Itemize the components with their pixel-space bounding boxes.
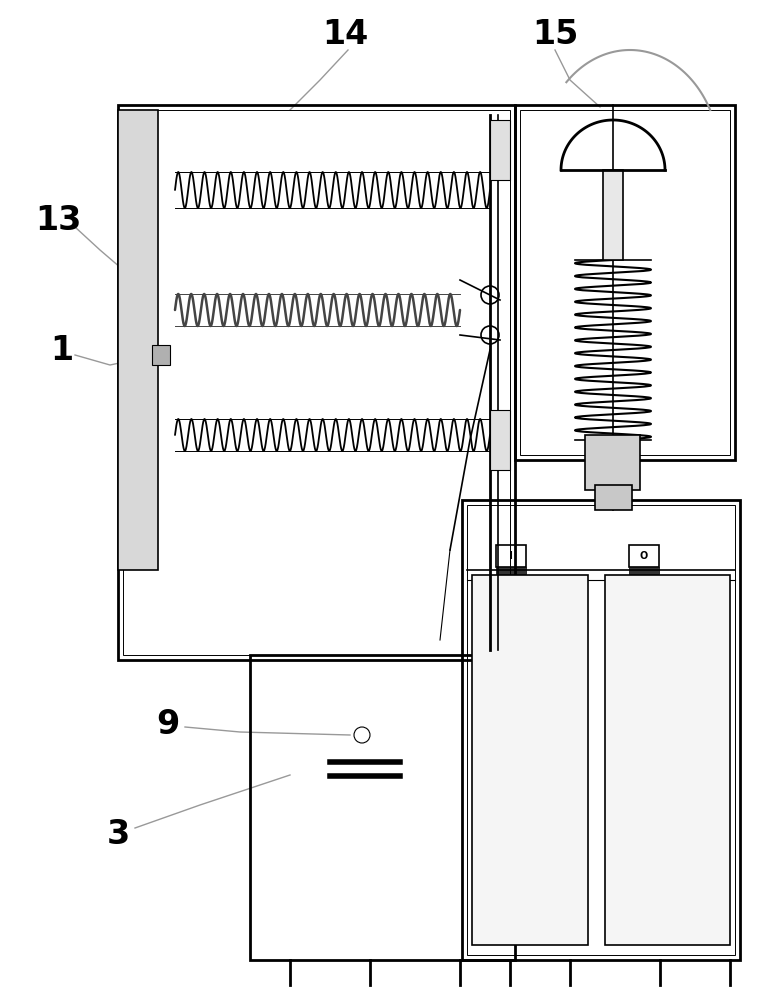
Bar bbox=[123, 110, 510, 655]
Text: I: I bbox=[509, 551, 513, 561]
Bar bbox=[480, 700, 525, 735]
Bar bbox=[487, 582, 525, 607]
Bar bbox=[612, 632, 660, 660]
Bar bbox=[629, 545, 659, 567]
Bar bbox=[467, 505, 735, 955]
Bar bbox=[585, 435, 640, 490]
Bar bbox=[480, 650, 525, 690]
Bar bbox=[510, 775, 532, 855]
Bar bbox=[496, 545, 526, 567]
Text: 14: 14 bbox=[322, 18, 368, 51]
Text: 1: 1 bbox=[50, 334, 74, 366]
Text: O: O bbox=[640, 551, 648, 561]
Bar bbox=[595, 485, 632, 510]
Bar bbox=[462, 500, 740, 960]
Bar bbox=[520, 110, 730, 455]
Bar bbox=[480, 835, 525, 870]
Bar bbox=[629, 567, 659, 574]
Bar bbox=[480, 785, 525, 825]
Bar bbox=[118, 110, 158, 570]
Bar bbox=[612, 800, 660, 835]
Bar bbox=[250, 655, 515, 960]
Text: 13: 13 bbox=[35, 204, 81, 236]
Bar bbox=[612, 752, 660, 790]
Bar bbox=[603, 170, 623, 260]
Bar bbox=[515, 105, 735, 460]
Bar bbox=[612, 667, 660, 695]
Text: 15: 15 bbox=[532, 18, 578, 51]
Bar bbox=[480, 745, 525, 775]
Bar bbox=[490, 120, 510, 180]
Bar bbox=[152, 345, 170, 365]
Bar bbox=[612, 845, 660, 875]
Text: 9: 9 bbox=[156, 708, 180, 742]
Bar bbox=[605, 575, 730, 945]
Text: 3: 3 bbox=[106, 818, 130, 852]
Bar bbox=[118, 105, 515, 660]
Bar bbox=[472, 575, 588, 945]
Bar bbox=[496, 567, 526, 574]
Bar bbox=[490, 410, 510, 470]
